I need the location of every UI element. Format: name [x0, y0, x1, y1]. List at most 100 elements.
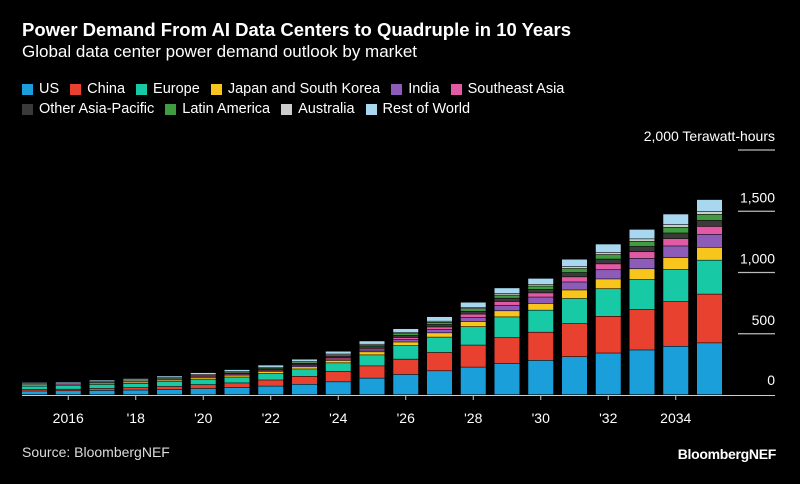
bar-segment-china	[663, 301, 689, 347]
bar-segment-rest-of-world	[663, 214, 689, 225]
x-tick-label: '26	[397, 410, 415, 426]
bar-segment-us	[123, 390, 149, 395]
bar-segment-southeast-asia	[393, 337, 419, 340]
bar-segment-china	[427, 352, 452, 371]
legend-label: Other Asia-Pacific	[39, 101, 155, 117]
bar-segment-rest-of-world	[22, 382, 47, 384]
bar-segment-rest-of-world	[595, 244, 621, 253]
bar-segment-europe	[224, 377, 250, 383]
bar-segment-europe	[55, 385, 81, 389]
x-tick-label: '30	[532, 410, 550, 426]
bar-segment-southeast-asia	[427, 327, 452, 330]
bar-segment-europe	[595, 289, 621, 316]
legend-label: India	[408, 81, 440, 97]
bar-segment-australia	[528, 284, 554, 286]
bar-segment-us	[22, 391, 47, 395]
legend-swatch	[450, 83, 462, 95]
bar-segment-rest-of-world	[494, 288, 520, 294]
bar-segment-india	[697, 234, 722, 248]
source-note: Source: BloombergNEF	[22, 444, 170, 460]
legend-label: Southeast Asia	[467, 81, 565, 97]
bar-segment-rest-of-world	[697, 199, 722, 212]
bar-segment-japan-and-south-korea	[460, 321, 486, 327]
bar-segment-china	[359, 366, 385, 378]
bar-segment-other-asia-pacific	[325, 356, 351, 358]
bar-segment-us	[89, 390, 115, 395]
bar-segment-us	[190, 388, 216, 395]
legend-item: Southeast Asia	[450, 79, 565, 99]
bar-segment-latin-america	[359, 345, 385, 347]
y-tick-label: 0	[767, 372, 775, 388]
bar-segment-japan-and-south-korea	[89, 383, 115, 385]
x-tick-label: '28	[464, 410, 482, 426]
bar-segment-southeast-asia	[460, 314, 486, 317]
legend-label: Rest of World	[382, 101, 471, 117]
bar-segment-japan-and-south-korea	[595, 279, 621, 289]
bar-segment-india	[393, 339, 419, 342]
bar-segment-latin-america	[663, 227, 689, 233]
legend-swatch	[281, 103, 293, 115]
legend: US China Europe Japan and South Korea India S…	[22, 79, 722, 119]
bar-segment-europe	[22, 386, 47, 390]
legend-label: Japan and South Korea	[227, 81, 381, 97]
bar-segment-southeast-asia	[292, 364, 317, 366]
bar-segment-australia	[494, 293, 520, 295]
bar-segment-latin-america	[292, 362, 317, 364]
bar-segment-southeast-asia	[595, 264, 621, 270]
bar-segment-us	[258, 386, 284, 395]
bar-segment-europe	[157, 381, 182, 387]
bar-segment-japan-and-south-korea	[427, 333, 452, 337]
bar-segment-japan-and-south-korea	[528, 303, 554, 310]
bar-segment-rest-of-world	[292, 359, 317, 362]
bar-segment-rest-of-world	[224, 369, 250, 372]
brand-logo: BloombergNEF	[677, 446, 777, 462]
bar-segment-china	[325, 371, 351, 382]
bar-segment-india	[562, 282, 587, 290]
bar-segment-australia	[629, 239, 655, 242]
chart-title: Power Demand From AI Data Centers to Qua…	[22, 19, 571, 40]
bar-segment-japan-and-south-korea	[292, 367, 317, 369]
bar-segment-rest-of-world	[325, 351, 351, 354]
y-tick-label: 2,000 Terawatt-hours	[644, 128, 775, 144]
legend-swatch	[136, 83, 148, 95]
bar-segment-us	[157, 389, 182, 395]
bar-segment-china	[190, 384, 216, 389]
x-tick-label: '24	[329, 410, 347, 426]
bar-segment-latin-america	[460, 309, 486, 311]
bar-segment-southeast-asia	[325, 357, 351, 359]
bar-segment-us	[595, 353, 621, 395]
bar-segment-southeast-asia	[697, 226, 722, 235]
bar-segment-europe	[292, 369, 317, 377]
bar-segment-japan-and-south-korea	[562, 290, 587, 299]
legend-item: Other Asia-Pacific	[22, 99, 154, 119]
bar-segment-rest-of-world	[460, 302, 486, 308]
bar-segment-us	[359, 378, 385, 395]
legend-swatch	[22, 83, 33, 95]
bar-segment-europe	[393, 346, 419, 359]
bar-segment-india	[292, 365, 317, 367]
y-tick-label: 1,500	[740, 189, 775, 205]
bar-segment-india	[325, 359, 351, 361]
legend-item: India	[391, 79, 440, 99]
x-tick-label: '20	[194, 410, 212, 426]
bar-segment-india	[663, 246, 689, 258]
bar-segment-other-asia-pacific	[359, 346, 385, 349]
bar-segment-latin-america	[427, 322, 452, 325]
bar-segment-japan-and-south-korea	[325, 360, 351, 363]
bar-segment-other-asia-pacific	[258, 369, 284, 370]
bar-segment-us	[494, 363, 520, 395]
bar-segment-japan-and-south-korea	[123, 382, 149, 384]
legend-item: Japan and South Korea	[210, 79, 381, 99]
bar-segment-latin-america	[697, 214, 722, 221]
bar-segment-europe	[663, 269, 689, 302]
bar-segment-us	[224, 387, 250, 395]
bar-segment-us	[697, 343, 722, 395]
bar-segment-china	[224, 383, 250, 388]
bar-segment-japan-and-south-korea	[494, 311, 520, 317]
x-tick-label: 2034	[660, 410, 691, 426]
legend-swatch	[365, 103, 377, 115]
legend-item: Latin America	[165, 99, 270, 119]
bar-segment-china	[258, 380, 284, 386]
bar-segment-europe	[460, 327, 486, 345]
legend-item: Europe	[136, 79, 200, 99]
